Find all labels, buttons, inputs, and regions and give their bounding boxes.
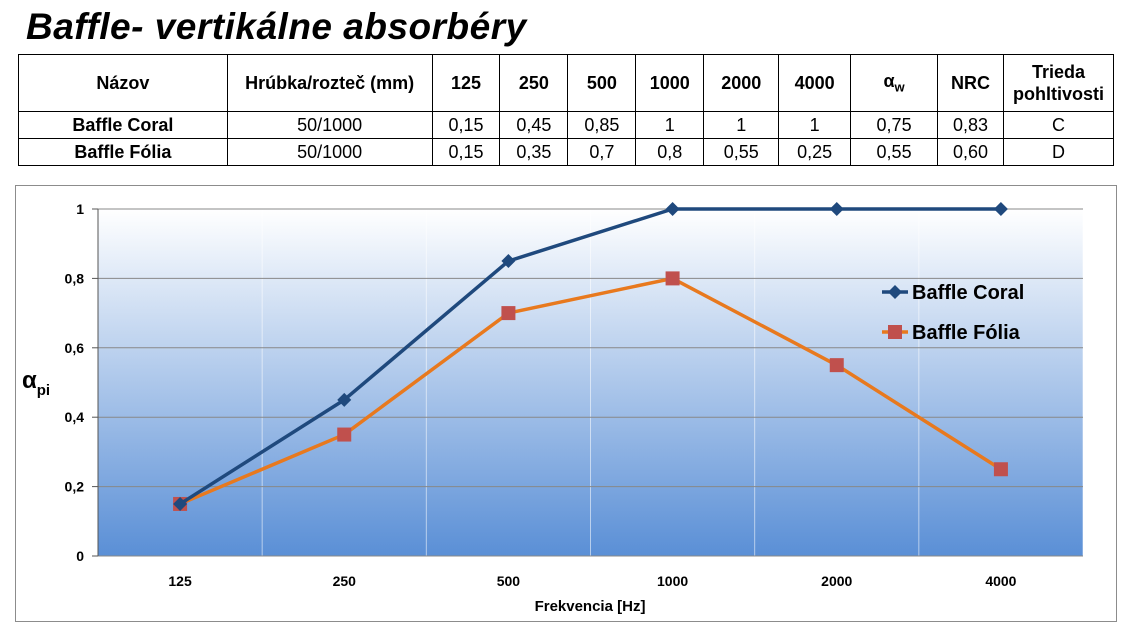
y-tick-label: 1	[76, 201, 84, 217]
data-point-diamond	[829, 202, 844, 216]
y-axis-label-symbol: α	[22, 367, 37, 394]
series-line-baffle-folia	[179, 276, 1002, 506]
row-nrc: 0,60	[937, 138, 1004, 166]
data-point-square	[888, 325, 902, 339]
chart-frame: 0 0,2 0,4 0,6 0,8 1 125 250 500 1000 2000 4000 Fre…	[15, 185, 1117, 622]
row-class: C	[1002, 111, 1115, 139]
header-name: Názov	[18, 54, 228, 112]
row-125: 0,15	[431, 138, 501, 166]
x-tick-label: 250	[333, 573, 357, 589]
y-tick-label: 0,4	[65, 409, 85, 425]
header-alpha-w-symbol: α	[883, 71, 895, 92]
row-4000: 1	[778, 111, 852, 139]
series-line-baffle-coral	[179, 207, 1001, 506]
row-alpha-w: 0,75	[850, 111, 939, 139]
header-class: Trieda pohltivosti	[1002, 54, 1115, 112]
row-name: Baffle Fólia	[18, 138, 228, 166]
row-1000: 0,8	[635, 138, 705, 166]
header-alpha-w: αw	[850, 54, 939, 112]
header-250: 250	[499, 54, 569, 112]
x-tick-label: 4000	[985, 573, 1016, 589]
header-1000: 1000	[635, 54, 705, 112]
data-point-square	[829, 358, 844, 373]
page-title: Baffle- vertikálne absorbéry	[26, 6, 527, 47]
x-axis-ticks: 125 250 500 1000 2000 4000	[168, 573, 1016, 589]
data-point-diamond	[665, 202, 680, 216]
x-tick-label: 500	[497, 573, 521, 589]
header-nrc: NRC	[937, 54, 1004, 112]
y-axis-label-subscript: pi	[37, 382, 50, 399]
data-point-square	[665, 271, 680, 286]
legend-label: Baffle Fólia	[912, 322, 1021, 344]
data-point-square	[337, 427, 352, 442]
row-250: 0,45	[499, 111, 569, 139]
data-point-square	[501, 306, 516, 321]
data-point-diamond	[993, 202, 1008, 216]
y-tick-label: 0,6	[65, 340, 85, 356]
y-tick-label: 0,2	[65, 479, 85, 495]
row-2000: 1	[703, 111, 780, 139]
header-125: 125	[431, 54, 501, 112]
header-500: 500	[567, 54, 637, 112]
line-chart: 0 0,2 0,4 0,6 0,8 1 125 250 500 1000 2000 4000 Fre…	[22, 201, 1084, 615]
legend: Baffle Coral Baffle Fólia	[882, 282, 1024, 344]
row-class: D	[1002, 138, 1115, 166]
table-row: Baffle Fólia 50/1000 0,15 0,35 0,7 0,8 0…	[18, 138, 1115, 166]
row-125: 0,15	[431, 111, 501, 139]
data-point-diamond	[888, 285, 902, 299]
row-thickness: 50/1000	[226, 138, 433, 166]
header-4000: 4000	[778, 54, 852, 112]
row-thickness: 50/1000	[226, 111, 433, 139]
x-tick-label: 2000	[821, 573, 852, 589]
header-thickness: Hrúbka/rozteč (mm)	[226, 54, 433, 112]
row-1000: 1	[635, 111, 705, 139]
data-point-diamond	[337, 392, 352, 407]
row-2000: 0,55	[703, 138, 780, 166]
data-point-square	[993, 462, 1008, 477]
data-point-diamond	[173, 496, 188, 511]
y-tick-label: 0	[76, 548, 84, 564]
x-tick-label: 125	[168, 573, 192, 589]
table-row: Baffle Coral 50/1000 0,15 0,45 0,85 1 1 …	[18, 111, 1115, 139]
row-250: 0,35	[499, 138, 569, 166]
y-axis-ticks: 0 0,2 0,4 0,6 0,8 1	[65, 201, 99, 564]
row-alpha-w: 0,55	[850, 138, 939, 166]
row-500: 0,7	[567, 138, 637, 166]
header-alpha-w-subscript: w	[894, 79, 905, 95]
legend-label: Baffle Coral	[912, 282, 1024, 304]
absorber-table: Názov Hrúbka/rozteč (mm) 125 250 500 100…	[18, 54, 1115, 166]
row-nrc: 0,83	[937, 111, 1004, 139]
x-tick-label: 1000	[657, 573, 688, 589]
row-4000: 0,25	[778, 138, 852, 166]
table-header-row: Názov Hrúbka/rozteč (mm) 125 250 500 100…	[18, 54, 1115, 112]
row-name: Baffle Coral	[18, 111, 228, 139]
y-axis-label: αpi	[22, 367, 50, 399]
header-2000: 2000	[703, 54, 780, 112]
row-500: 0,85	[567, 111, 637, 139]
y-tick-label: 0,8	[65, 270, 85, 286]
x-axis-label: Frekvencia [Hz]	[535, 598, 646, 615]
